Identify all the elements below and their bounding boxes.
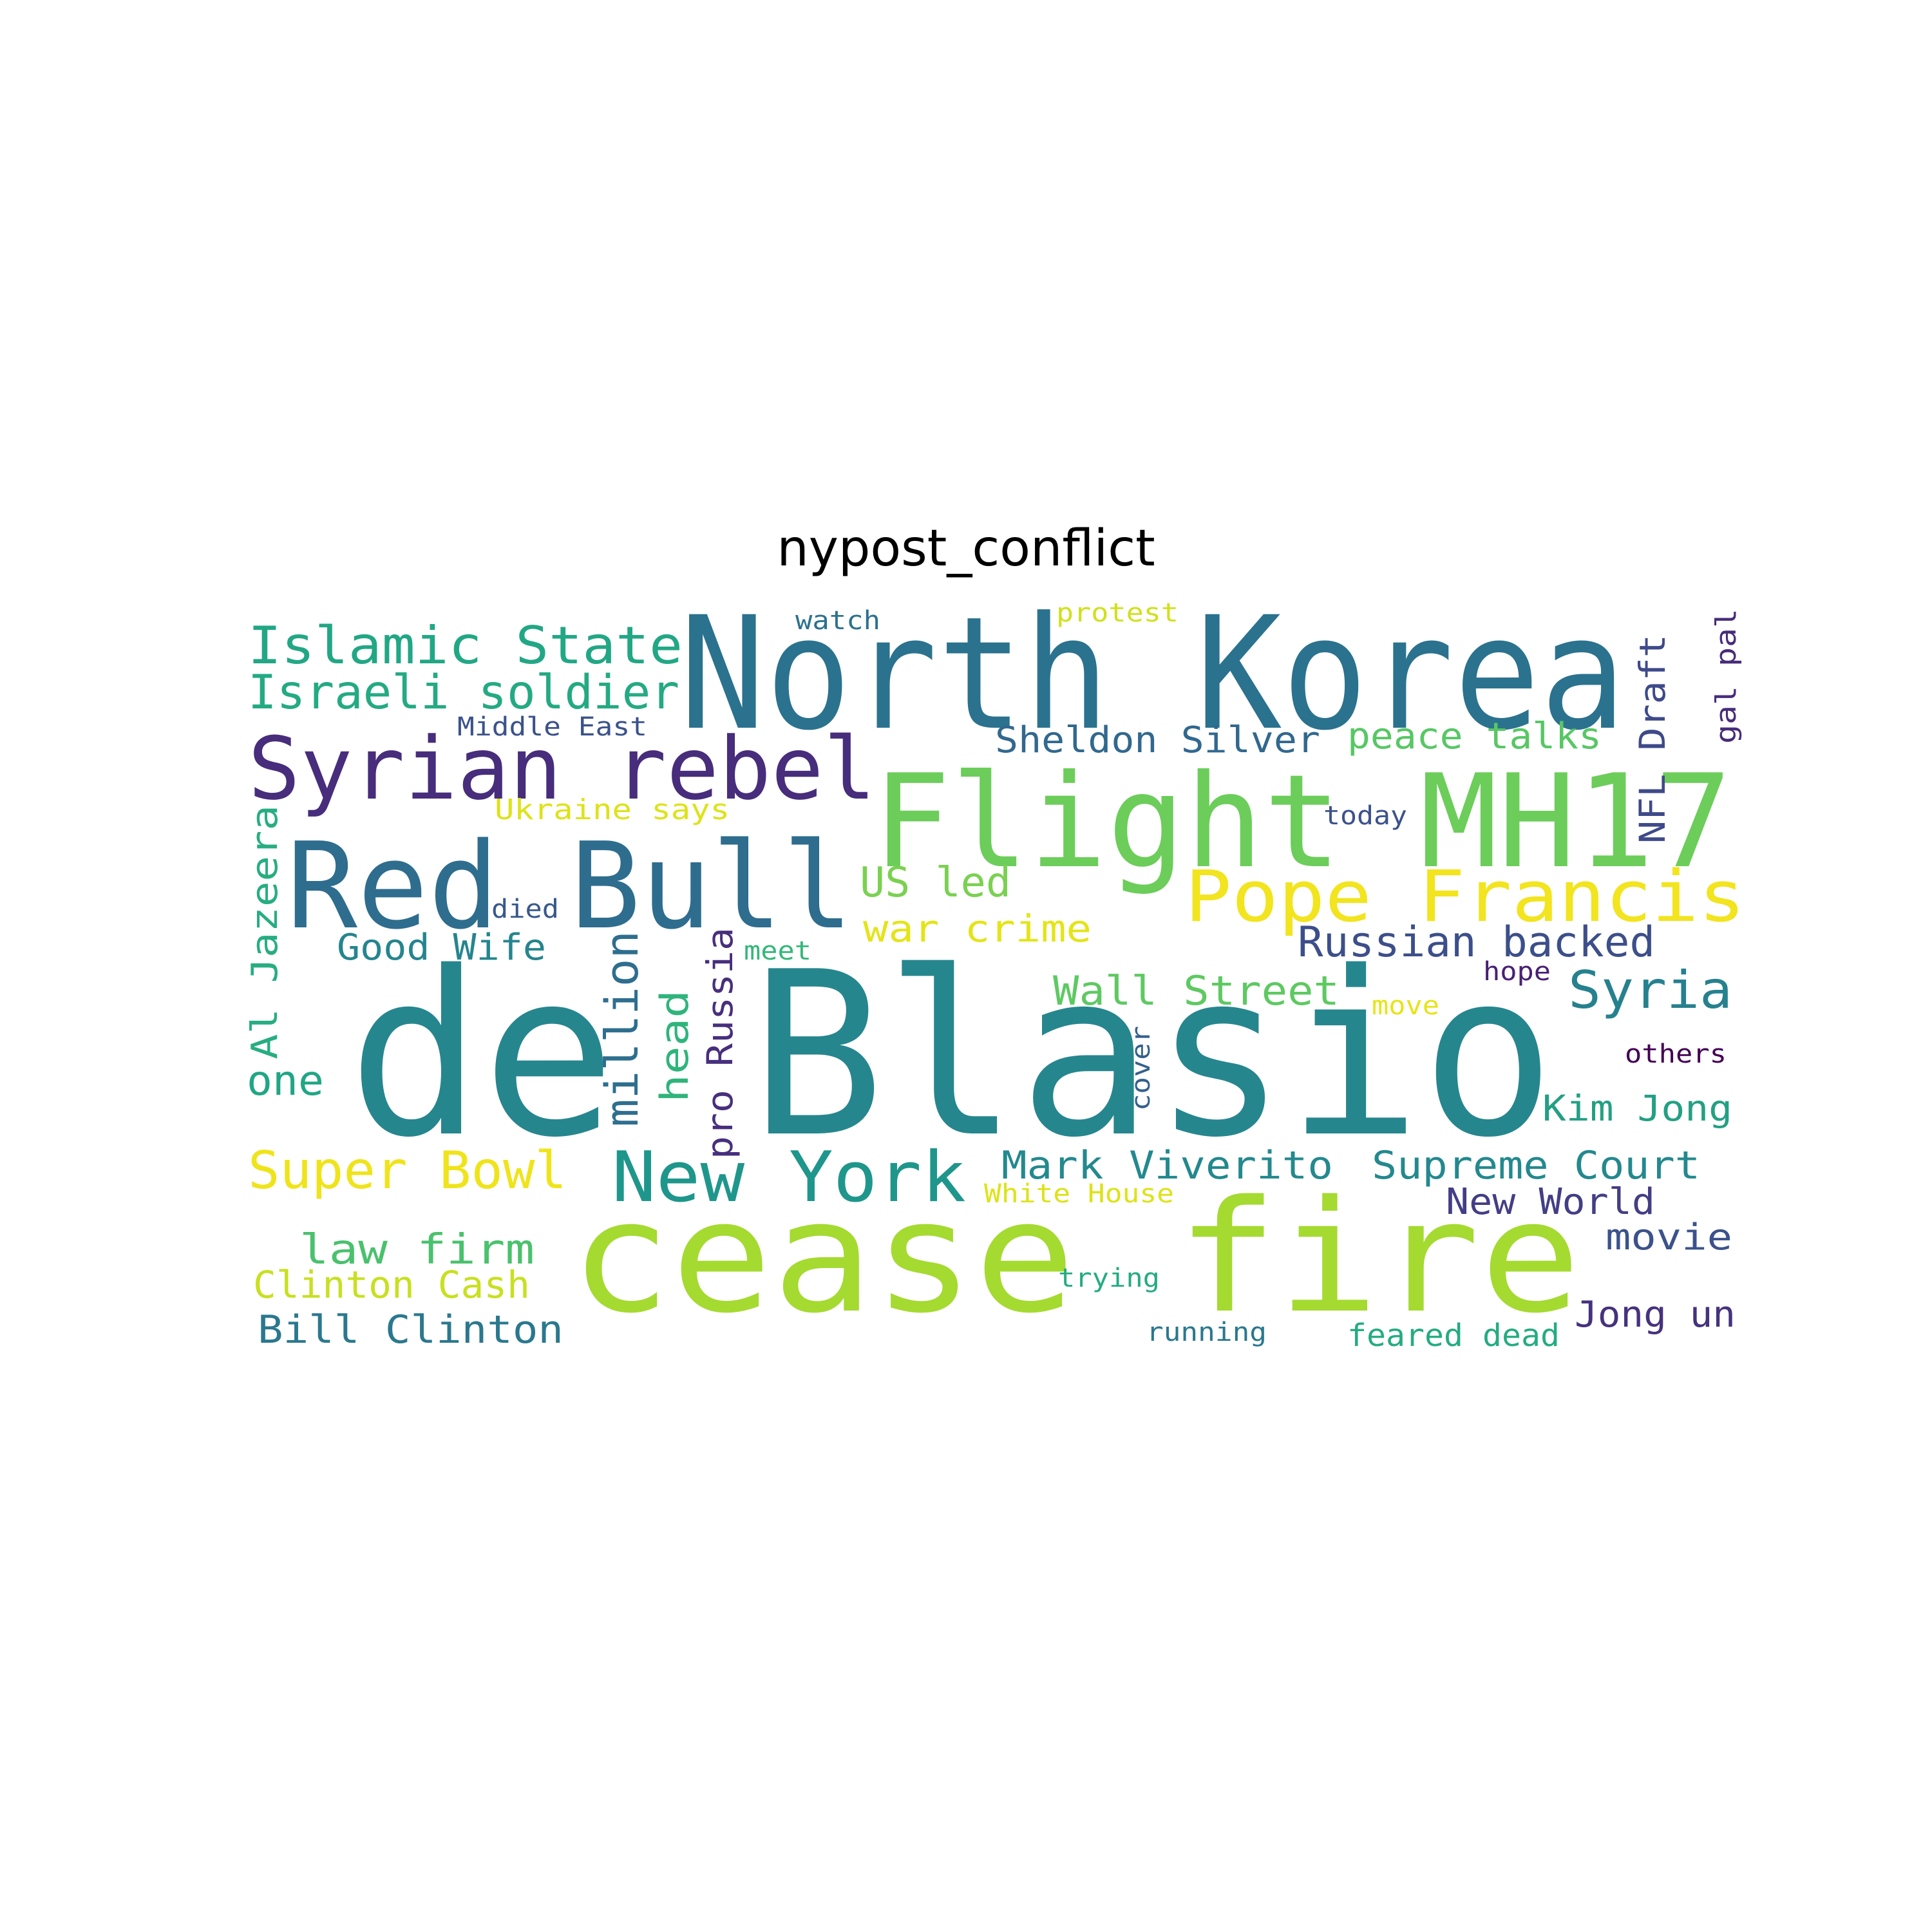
word-nfl-draft: NFL Draft — [1632, 634, 1673, 844]
word-protest: protest — [1056, 598, 1179, 628]
word-jong-un: Jong un — [1575, 1294, 1736, 1336]
word-de-blasio: de Blasio — [348, 923, 1555, 1188]
word-red-bull: Red Bull — [287, 817, 853, 956]
word-mark-viverito: Mark Viverito — [1001, 1143, 1333, 1188]
word-good-wife: Good Wife — [337, 927, 546, 969]
word-movie: movie — [1605, 1217, 1732, 1258]
word-pro-russia: pro Russia — [699, 927, 741, 1159]
word-meet: meet — [744, 936, 811, 966]
word-middle-east: Middle East — [457, 712, 647, 742]
word-pope-francis: Pope Francis — [1185, 855, 1745, 938]
word-new-world: New World — [1446, 1181, 1655, 1223]
word-feared-dead: feared dead — [1347, 1318, 1560, 1354]
word-cease-fire: cease fire — [570, 1167, 1581, 1347]
word-running: running — [1146, 1318, 1267, 1347]
word-super-bowl: Super Bowl — [248, 1141, 567, 1200]
word-north-korea: North Korea — [679, 583, 1626, 765]
word-syria: Syria — [1568, 960, 1732, 1020]
word-move: move — [1372, 991, 1439, 1021]
word-today: today — [1323, 801, 1407, 831]
word-others: others — [1625, 1039, 1727, 1069]
word-war-crime: war crime — [863, 907, 1092, 951]
chart-title: nypost_conflict — [777, 520, 1155, 578]
word-hope: hope — [1483, 957, 1551, 987]
word-flight-mh17: Flight MH17 — [873, 747, 1732, 897]
word-supreme-court: Supreme Court — [1372, 1143, 1700, 1188]
word-clinton-cash: Clinton Cash — [253, 1263, 530, 1307]
word-died: died — [491, 895, 559, 924]
word-new-york: New York — [612, 1137, 966, 1218]
word-islamic-state: Islamic State — [248, 616, 683, 676]
word-syrian-rebel: Syrian rebel — [248, 719, 876, 819]
word-cover: cover — [1126, 1026, 1156, 1111]
word-wall-street: Wall Street — [1053, 967, 1340, 1014]
word-peace-talks: peace talks — [1347, 715, 1602, 757]
word-watch: watch — [795, 606, 880, 636]
word-russian-backed: Russian backed — [1298, 918, 1655, 967]
word-gal-pal: gal pal — [1710, 609, 1743, 744]
word-sheldon-silver: Sheldon Silver — [995, 719, 1320, 761]
word-law-firm: law firm — [299, 1226, 535, 1274]
word-head: head — [652, 990, 697, 1103]
word-trying: trying — [1058, 1264, 1160, 1293]
word-kim-jong: Kim Jong — [1542, 1088, 1732, 1129]
word-one: one — [247, 1057, 324, 1105]
word-white-house: White House — [984, 1179, 1174, 1209]
word-al-jazeera: Al Jazeera — [244, 805, 286, 1059]
word-bill-clinton: Bill Clinton — [258, 1307, 564, 1352]
word-us-led: US led — [860, 859, 1011, 907]
word-million: million — [596, 931, 649, 1127]
word-israeli-soldier: Israeli soldier — [248, 665, 679, 720]
word-ukraine-says: Ukraine says — [495, 793, 730, 826]
